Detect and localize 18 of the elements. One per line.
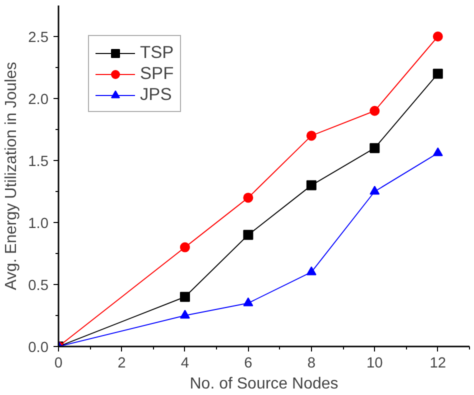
x-tick-label: 6: [244, 356, 252, 372]
legend-label: JPS: [140, 84, 172, 105]
x-tick-label: 8: [307, 356, 316, 372]
x-tick-label: 0: [54, 356, 63, 372]
y-axis-title: Avg. Energy Utilization in Joules: [3, 62, 20, 290]
y-tick-label: 0.0: [28, 340, 48, 356]
y-tick-label: 1.5: [28, 154, 48, 170]
legend-label: SPF: [140, 63, 174, 84]
y-tick-label: 0.5: [28, 278, 48, 294]
x-tick-label: 12: [430, 356, 446, 372]
x-axis-title: No. of Source Nodes: [190, 376, 338, 392]
y-tick-label: 2.0: [28, 92, 48, 108]
x-tick-label: 2: [118, 356, 126, 372]
x-tick-label: 10: [366, 356, 383, 372]
x-tick-label: 4: [180, 356, 190, 372]
y-tick-label: 2.5: [28, 30, 48, 46]
y-tick-label: 1.0: [28, 216, 48, 232]
legend-label: TSP: [140, 42, 174, 63]
